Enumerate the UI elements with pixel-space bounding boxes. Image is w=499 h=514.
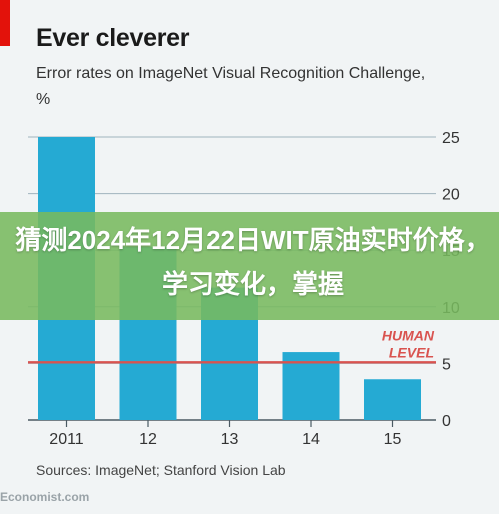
- overlay-banner: [0, 212, 499, 320]
- brand-watermark: Economist.com: [0, 490, 90, 504]
- x-tick-label-15: 15: [384, 431, 402, 448]
- y-tick-label-25: 25: [442, 130, 460, 147]
- bar-15: [364, 379, 421, 420]
- y-tick-label-0: 0: [442, 413, 451, 430]
- brand-red-tab: [0, 0, 10, 46]
- x-tick-label-2011: 2011: [49, 431, 84, 448]
- y-tick-label-5: 5: [442, 356, 451, 373]
- chart-title: Ever cleverer: [36, 24, 190, 52]
- x-tick-label-12: 12: [139, 431, 157, 448]
- human-label-line1: HUMAN: [382, 327, 435, 343]
- human-label-line2: LEVEL: [389, 344, 434, 360]
- source-note: Sources: ImageNet; Stanford Vision Lab: [36, 462, 286, 478]
- overlay-title-text: 猜测2024年12月22日WIT原油实时价格，学习变化，掌握: [15, 225, 491, 299]
- chart-subtitle: Error rates on ImageNet Visual Recogniti…: [36, 65, 426, 108]
- y-tick-label-20: 20: [442, 187, 460, 204]
- x-tick-label-13: 13: [221, 431, 239, 448]
- x-tick-labels: 2011 12 13 14 15: [49, 420, 402, 448]
- x-tick-label-14: 14: [302, 431, 320, 448]
